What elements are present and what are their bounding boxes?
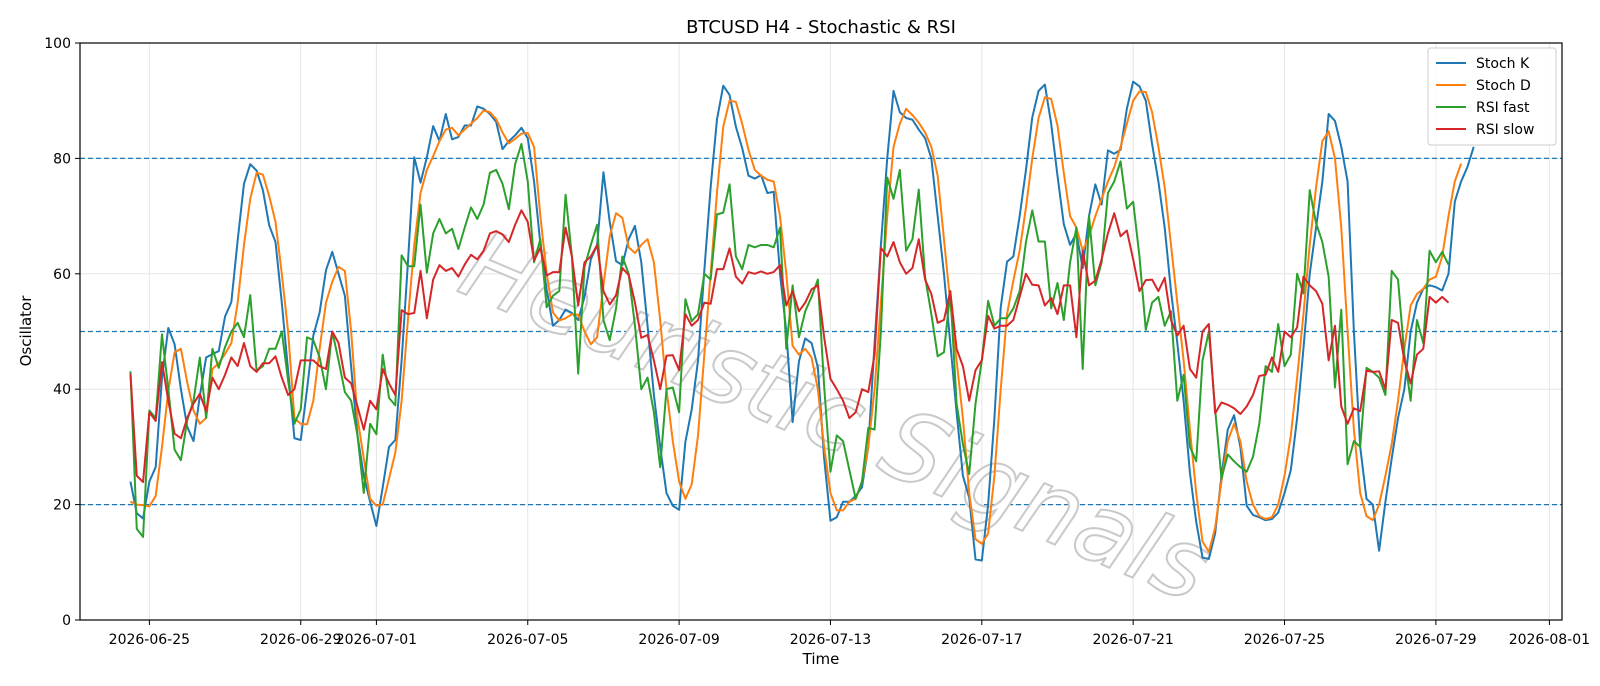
y-axis: 0 20 40 60 80 100 (44, 36, 80, 629)
legend-label: RSI fast (1476, 100, 1530, 116)
legend-label: Stoch D (1476, 78, 1531, 94)
y-tick-label: 20 (53, 498, 71, 514)
x-tick-label: 2026-07-09 (638, 632, 719, 648)
series-line-rsi-fast (129, 142, 1450, 538)
y-axis-title: Oscillator (17, 295, 35, 367)
y-tick-label: 60 (53, 267, 71, 283)
y-tick-label: 40 (53, 382, 71, 398)
x-tick-label: 2026-08-01 (1509, 632, 1590, 648)
y-tick-label: 0 (62, 613, 71, 629)
legend-label: Stoch K (1476, 56, 1530, 72)
threshold-lines (80, 157, 1562, 506)
x-tick-label: 2026-06-25 (109, 632, 190, 648)
series-lines (129, 80, 1475, 562)
plot-frame (79, 42, 1563, 621)
chart-title: BTCUSD H4 - Stochastic & RSI (686, 17, 956, 38)
x-tick-label: 2026-07-25 (1244, 632, 1325, 648)
legend: Stoch K Stoch D RSI fast RSI slow (1427, 47, 1557, 146)
y-tick-label: 80 (53, 151, 71, 167)
x-tick-label: 2026-07-17 (941, 632, 1022, 648)
x-tick-label: 2026-07-01 (336, 632, 417, 648)
x-tick-label: 2026-07-05 (487, 632, 568, 648)
x-tick-label: 2026-06-29 (260, 632, 341, 648)
legend-label: RSI slow (1476, 122, 1534, 138)
series-line-stoch-d (130, 90, 1463, 553)
x-tick-label: 2026-07-29 (1395, 632, 1476, 648)
series-line-rsi-slow (129, 209, 1450, 484)
legend-box (1427, 47, 1557, 146)
x-tick-label: 2026-07-21 (1092, 632, 1173, 648)
x-tick-label: 2026-07-13 (790, 632, 871, 648)
series-line-stoch-k (129, 80, 1475, 562)
x-axis-title: Time (802, 650, 840, 668)
y-tick-label: 100 (44, 36, 71, 52)
